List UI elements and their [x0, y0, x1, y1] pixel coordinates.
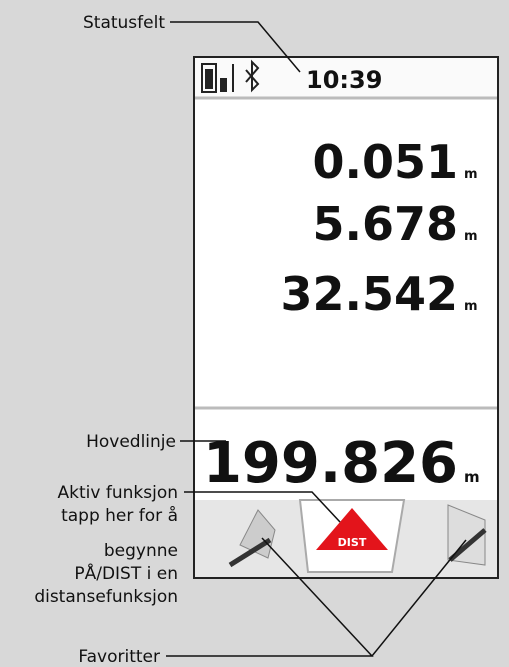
- main-reading: 199.826: [203, 431, 458, 496]
- callout-label: begynne: [104, 541, 178, 561]
- callout-label: PÅ/DIST i en: [74, 562, 178, 584]
- unit: m: [464, 468, 480, 486]
- reading: 32.542: [280, 267, 458, 321]
- page: 10:39 0.051 m 5.678 m 32.542 m 199.826 m…: [0, 0, 509, 667]
- signal-icon: [220, 78, 227, 92]
- battery-level: [205, 69, 213, 89]
- unit: m: [464, 299, 478, 314]
- diagram: 10:39 0.051 m 5.678 m 32.542 m 199.826 m…: [0, 0, 509, 667]
- unit: m: [464, 167, 478, 182]
- reading: 0.051: [312, 135, 458, 189]
- callout-label: distansefunksjon: [34, 587, 178, 607]
- callout-label: Favoritter: [78, 647, 160, 667]
- active-label: DIST: [338, 536, 367, 549]
- callout-label: Aktiv funksjon: [58, 483, 178, 503]
- reading: 5.678: [312, 197, 458, 251]
- callout-label: Statusfelt: [83, 13, 165, 33]
- callout-label: tapp her for å: [61, 505, 178, 526]
- callout-label: Hovedlinje: [86, 432, 176, 452]
- unit: m: [464, 229, 478, 244]
- status-time: 10:39: [306, 66, 382, 94]
